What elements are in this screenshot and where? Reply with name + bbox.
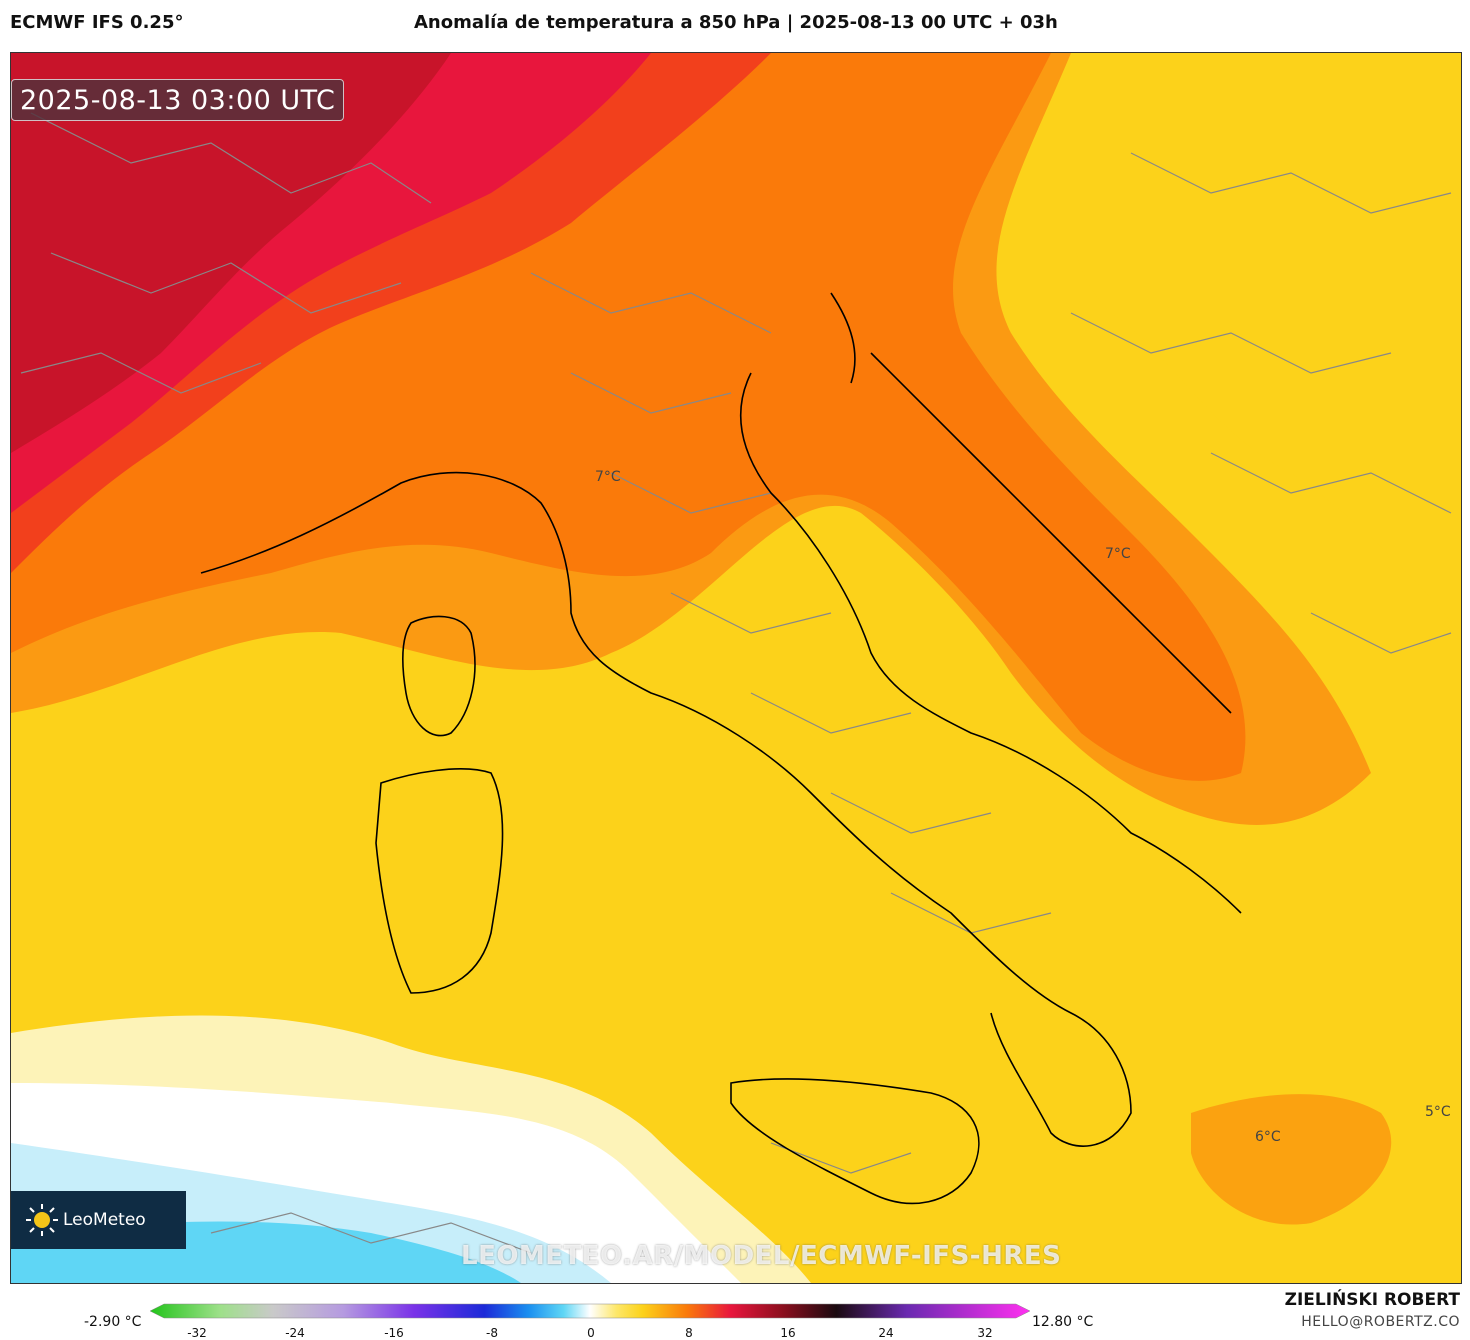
- colorbar-tick: -16: [384, 1326, 404, 1340]
- sun-icon: [26, 1204, 58, 1236]
- author-name: ZIELIŃSKI ROBERT: [1284, 1290, 1460, 1310]
- colorbar-tick: 8: [685, 1326, 693, 1340]
- contour-label-3: 6°C: [1255, 1129, 1281, 1145]
- author-email: HELLO@ROBERTZ.CO: [1301, 1314, 1460, 1330]
- colorbar-tick: 0: [587, 1326, 595, 1340]
- colorbar-tick: -8: [486, 1326, 498, 1340]
- ne-yellow-field: [11, 53, 1461, 633]
- region-borders: [20, 112, 1452, 1254]
- colorbar: -2.90 °C -: [0, 1290, 1470, 1340]
- valid-time-badge: 2025-08-13 03:00 UTC: [11, 79, 345, 121]
- colorbar-tick: -24: [285, 1326, 305, 1340]
- coastlines: [200, 292, 1242, 1205]
- source-watermark: LEOMETEO.AR/MODEL/ECMWF-IFS-HRES: [461, 1241, 1062, 1271]
- deep-red-field: [11, 53, 451, 453]
- colorbar-tick: -32: [187, 1326, 207, 1340]
- logo-text: LeoMeteo: [63, 1210, 146, 1230]
- chart-title: Anomalía de temperatura a 850 hPa | 2025…: [414, 12, 1058, 33]
- colorbar-tick: 16: [780, 1326, 796, 1340]
- colorbar-max-label: 12.80 °C: [1032, 1314, 1094, 1330]
- colorbar-tick: 24: [878, 1326, 894, 1340]
- contour-label-2: 7°C: [1105, 546, 1131, 562]
- contour-label-1: 7°C: [595, 469, 621, 485]
- orange-patch-sw-greece: [1191, 1094, 1392, 1225]
- colorbar-min-label: -2.90 °C: [84, 1314, 142, 1330]
- map-canvas: 7°C 7°C 6°C 5°C: [11, 53, 1461, 1283]
- colorbar-tick: 32: [977, 1326, 993, 1340]
- leometeo-logo: LeoMeteo: [11, 1191, 186, 1249]
- model-name: ECMWF IFS 0.25°: [10, 12, 184, 33]
- contour-label-4: 5°C: [1425, 1104, 1451, 1120]
- temperature-anomaly-map: 7°C 7°C 6°C 5°C 2025-08-13 03:00 UTC Leo…: [10, 52, 1462, 1284]
- colorbar-gradient: [150, 1303, 1030, 1319]
